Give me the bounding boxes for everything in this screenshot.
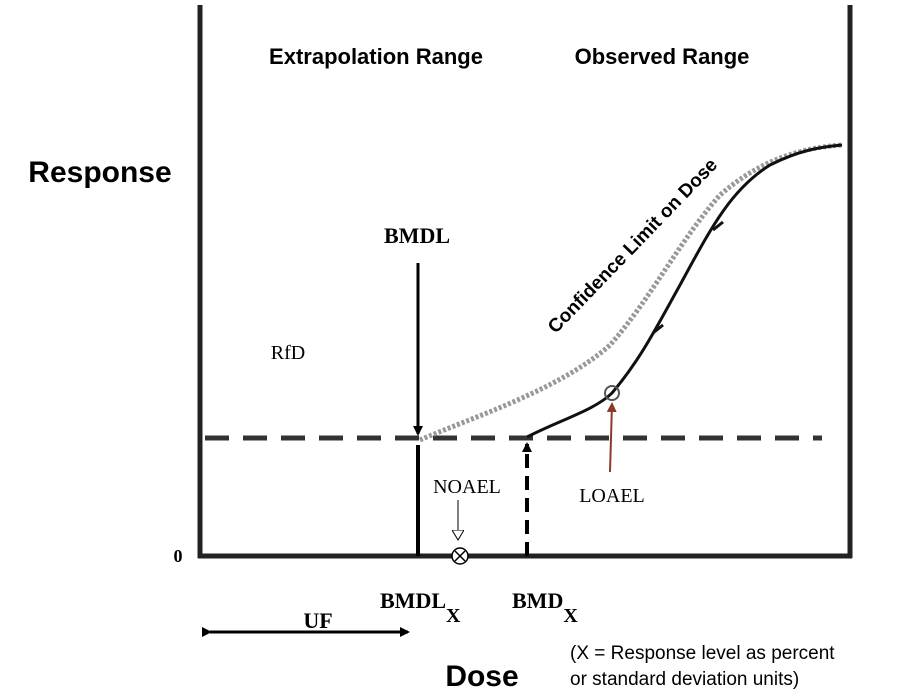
range-label: Extrapolation Range: [269, 44, 483, 69]
bmdl-x-main: BMDL: [380, 588, 446, 613]
bmdl-label: BMDL: [384, 223, 450, 248]
range-label: Observed Range: [575, 44, 750, 69]
bmd-x-sub: X: [563, 605, 578, 627]
note-line: or standard deviation units): [570, 669, 799, 690]
x-axis-label: Dose: [445, 660, 518, 693]
loael-arrow: [606, 402, 617, 473]
uf-label: UF: [303, 608, 332, 633]
y-axis-label: Response: [28, 156, 171, 189]
loael-label: LOAEL: [579, 485, 645, 507]
rfd-label: RfD: [271, 342, 305, 364]
tick: [652, 323, 664, 335]
tick: [712, 220, 724, 232]
origin-label: 0: [174, 546, 183, 566]
loael-point: [604, 385, 620, 401]
noael-point: [451, 547, 469, 565]
note-line: (X = Response level as percent: [570, 643, 835, 664]
confidence-curve: [418, 142, 843, 443]
dose-response-curve: [526, 143, 843, 439]
data-point-ticks: [652, 220, 724, 335]
bmdl-x-sub: X: [446, 605, 461, 627]
bmd-x-main: BMD: [512, 588, 563, 613]
bmdl-x-label: BMDLX: [380, 588, 461, 627]
bmd-x-label: BMDX: [512, 588, 578, 627]
noael-label: NOAEL: [433, 476, 501, 498]
